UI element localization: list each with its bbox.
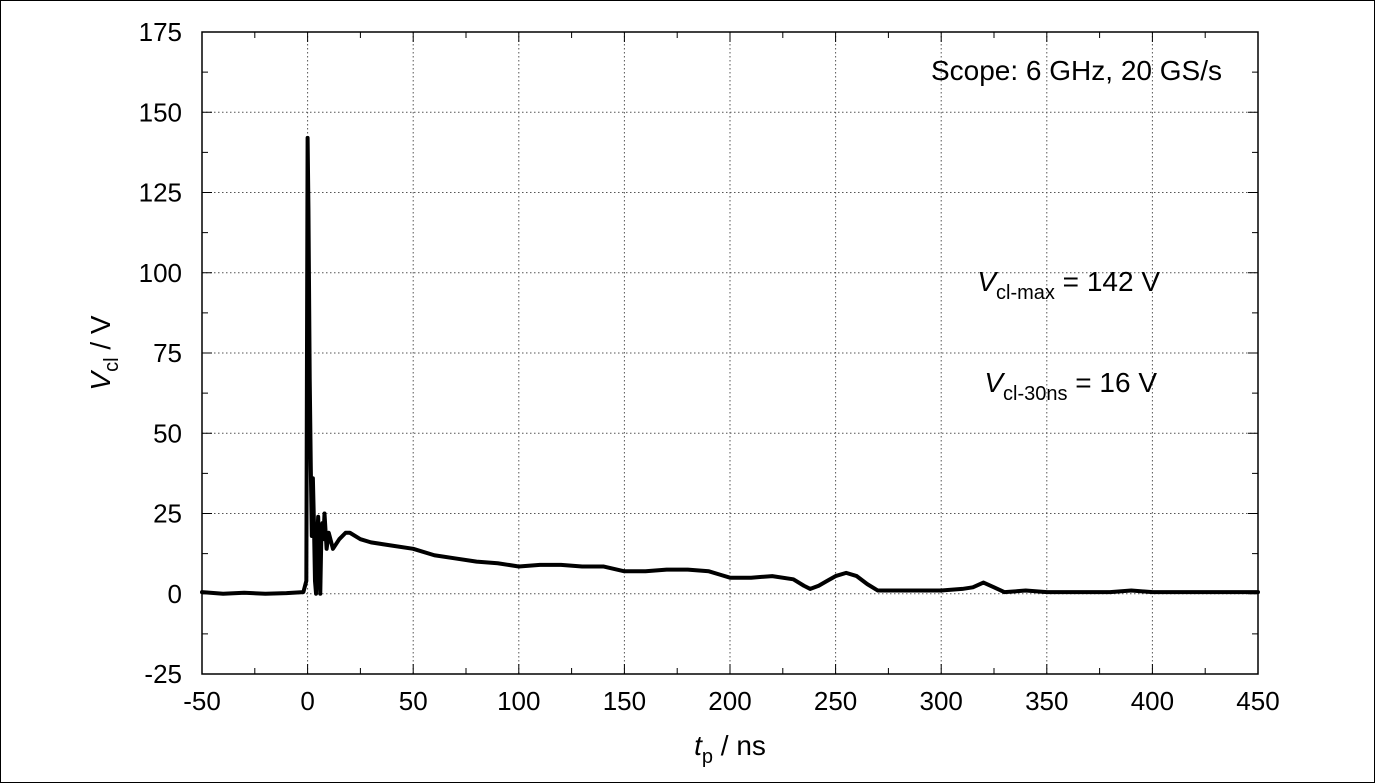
y-axis-label: Vcl / V [85, 315, 123, 390]
x-axis-subscript: p [702, 746, 713, 768]
vcl-30ns-subscript: cl-30ns [1003, 383, 1067, 405]
y-tick-label: 125 [139, 178, 182, 208]
x-tick-label: 100 [497, 686, 540, 716]
y-tick-label: 75 [153, 338, 182, 368]
vcl-max-symbol: V [977, 266, 998, 297]
vcl-max-annotation: Vcl-max = 142 V [977, 266, 1160, 304]
y-axis-unit: / V [85, 315, 116, 357]
vcl-max-subscript: cl-max [996, 282, 1055, 304]
x-tick-label: 250 [814, 686, 857, 716]
vcl-max-value: = 142 V [1055, 266, 1160, 297]
y-tick-labels: -25 0 25 50 75 100 125 150 175 [139, 17, 182, 689]
scope-annotation: Scope: 6 GHz, 20 GS/s [931, 55, 1222, 86]
x-tick-label: 50 [399, 686, 428, 716]
y-tick-label: 100 [139, 258, 182, 288]
series-line [200, 135, 1260, 596]
x-tick-label: 350 [1025, 686, 1068, 716]
y-axis-subscript: cl [101, 357, 123, 371]
x-axis-symbol: t [694, 730, 703, 761]
x-tick-label: 0 [300, 686, 314, 716]
y-tick-label: 25 [153, 499, 182, 529]
x-tick-label: 300 [920, 686, 963, 716]
x-tick-label: 200 [708, 686, 751, 716]
vcl-30ns-value: = 16 V [1067, 367, 1157, 398]
y-tick-label: 175 [139, 17, 182, 47]
x-tick-label: 150 [603, 686, 646, 716]
y-tick-label: 0 [168, 579, 182, 609]
vcl-30ns-symbol: V [984, 367, 1005, 398]
x-tick-label: -50 [183, 686, 221, 716]
y-tick-label: 150 [139, 97, 182, 127]
grid [202, 32, 1258, 674]
vcl-30ns-annotation: Vcl-30ns = 16 V [984, 367, 1157, 405]
y-tick-label: -25 [144, 659, 182, 689]
x-axis-unit: / ns [713, 730, 766, 761]
plot-area-border [201, 31, 1259, 675]
x-tick-labels: -50 0 50 100 150 200 250 300 350 400 450 [183, 686, 1279, 716]
x-axis-label: tp / ns [694, 730, 766, 768]
x-tick-label: 450 [1236, 686, 1279, 716]
series-layer [200, 135, 1260, 596]
y-axis-symbol: V [85, 370, 116, 391]
x-tick-label: 400 [1131, 686, 1174, 716]
y-tick-label: 50 [153, 418, 182, 448]
